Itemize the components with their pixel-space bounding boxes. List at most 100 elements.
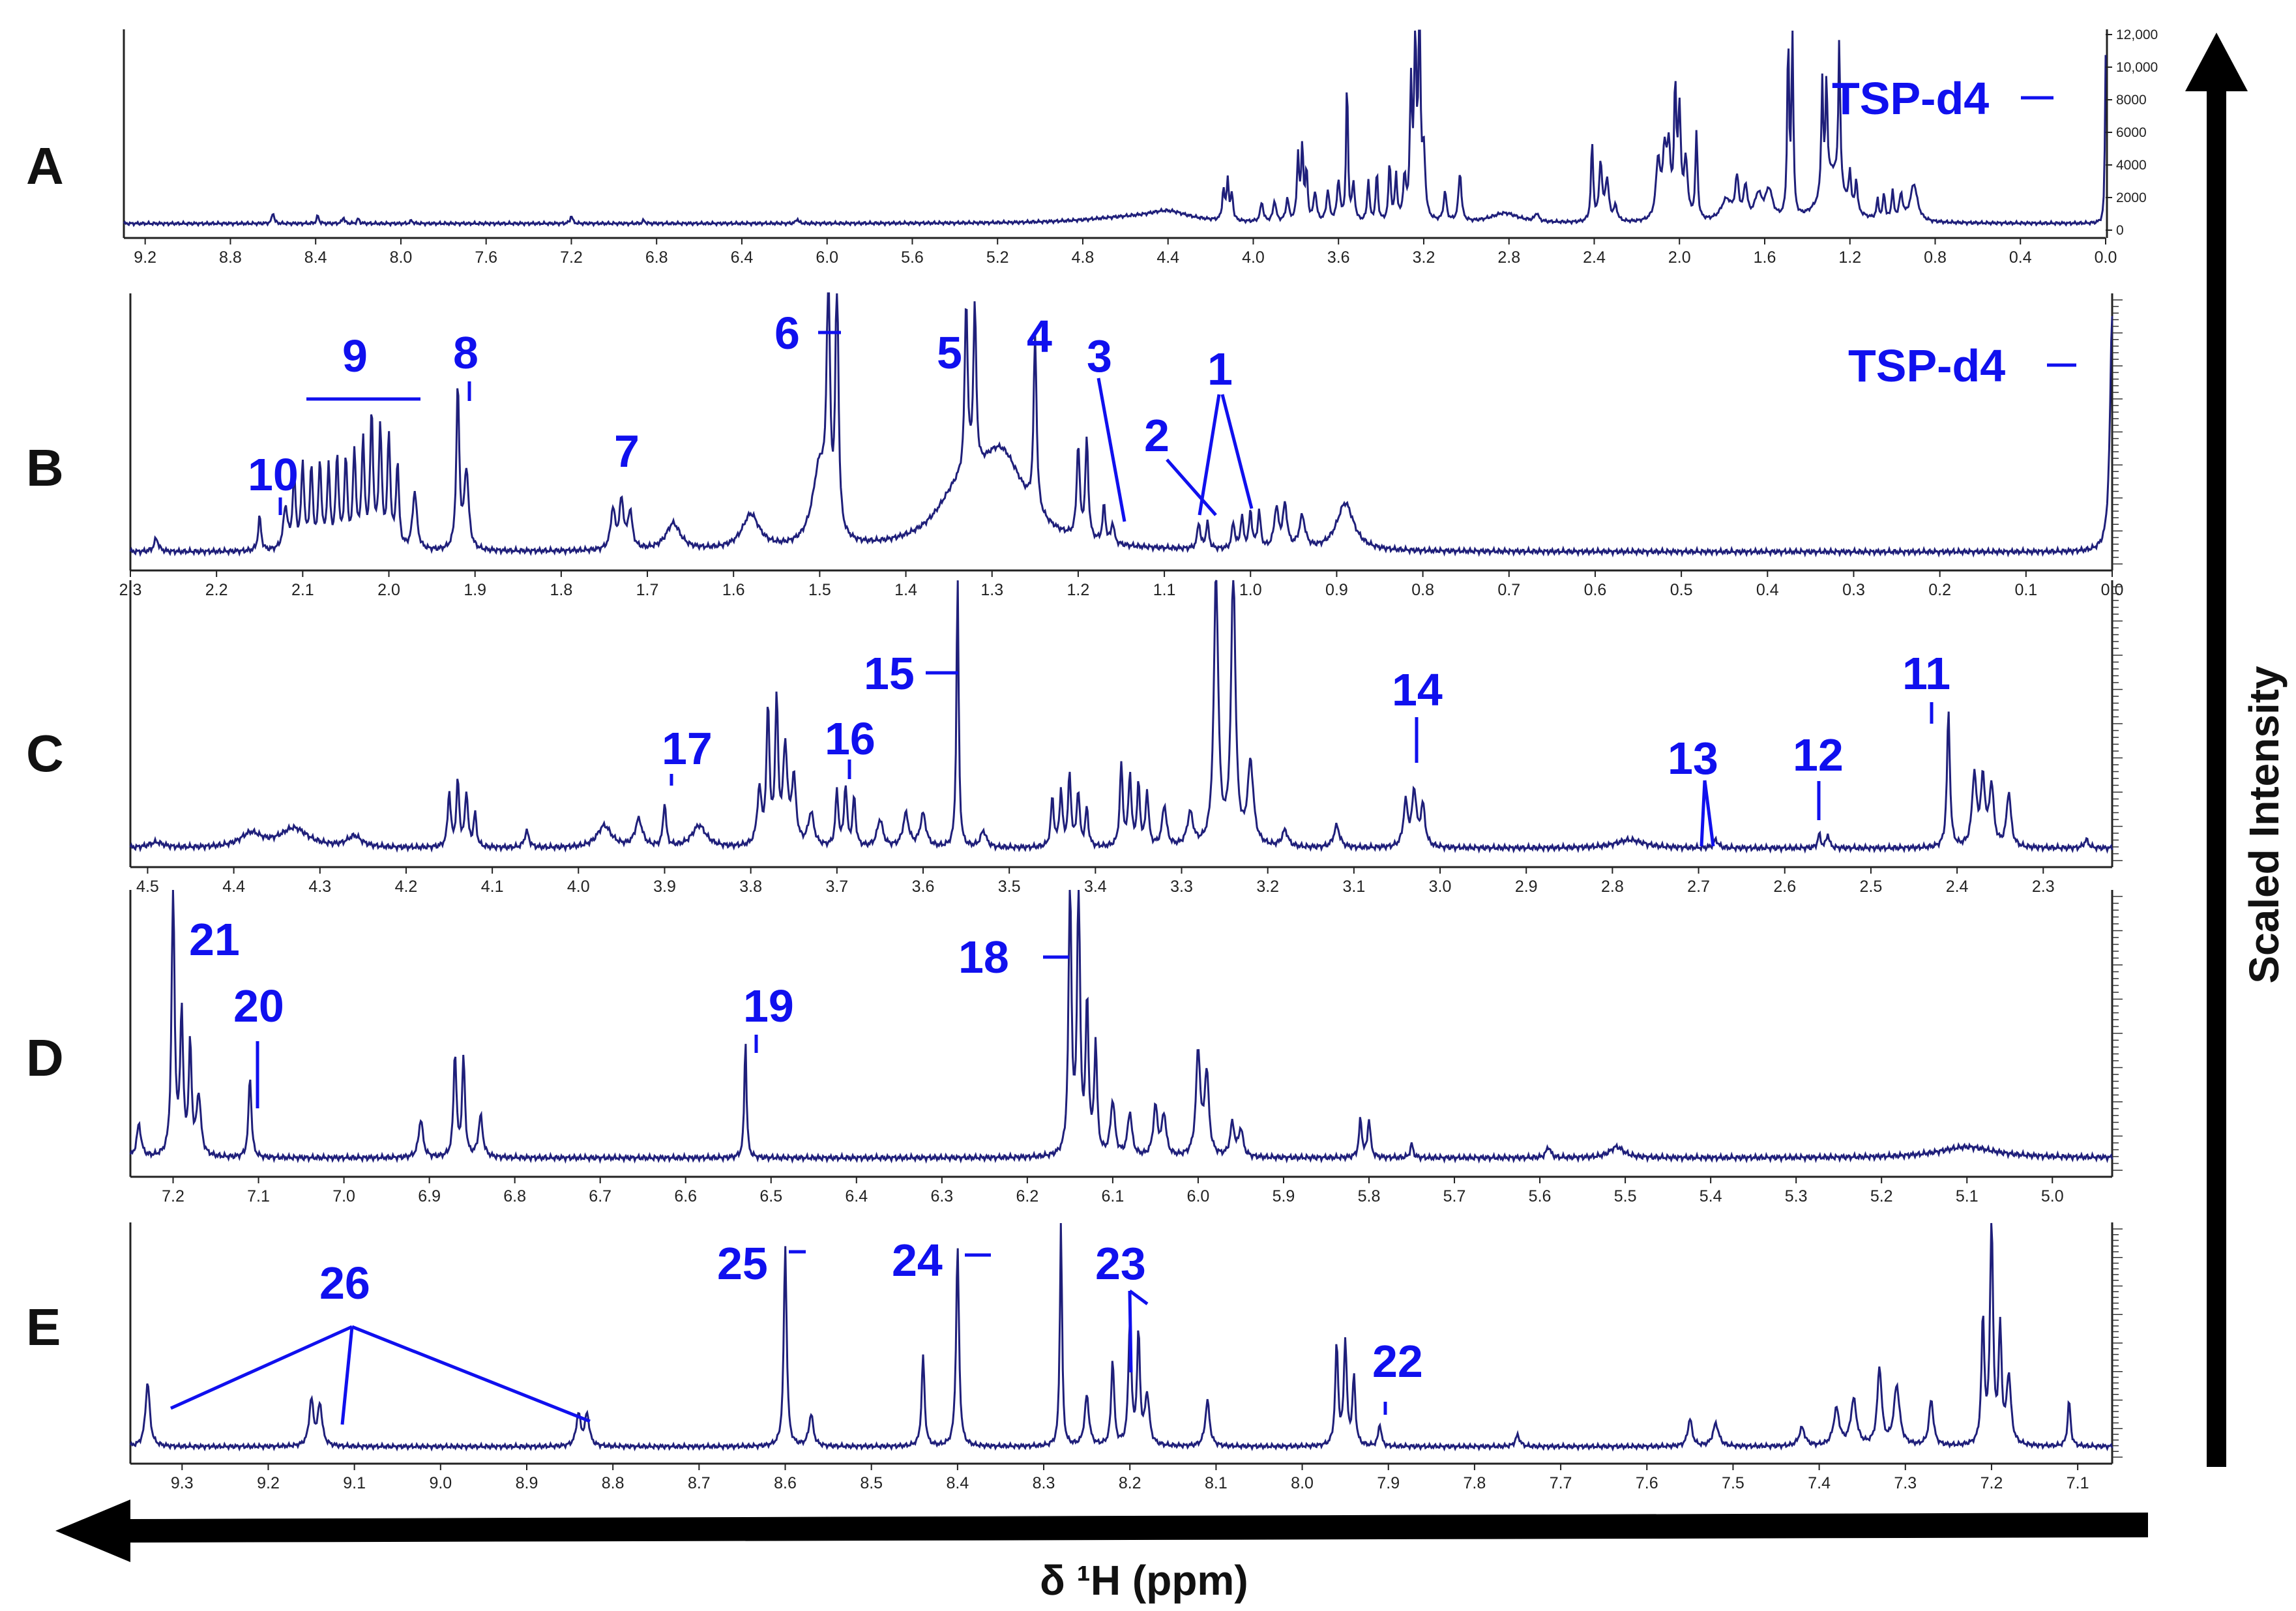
peak-label: 26 — [319, 1258, 370, 1308]
x-tick-label: 0.6 — [1584, 581, 1607, 599]
x-tick-label: 7.1 — [2067, 1474, 2089, 1492]
spectrum-line-b — [129, 292, 2113, 558]
x-tick-label: 0.7 — [1497, 581, 1520, 599]
x-tick-label: 7.2 — [1980, 1474, 2003, 1492]
peak-label: 11 — [1902, 648, 1950, 699]
x-tick-label: 1.2 — [1838, 248, 1861, 267]
panel-d: 7.2 7.1 7.0 6.9 6.8 6.7 6.6 6.5 6.4 6.3 6.2 6.1 6.0 5… — [129, 889, 2123, 1205]
x-tick-label: 5.5 — [1614, 1187, 1637, 1205]
x-tick-label: 4.1 — [481, 878, 504, 896]
peak-label: 12 — [1793, 730, 1844, 780]
x-tick-label: 7.6 — [475, 248, 497, 267]
x-tick-label: 1.3 — [980, 581, 1003, 599]
spectrum-line-a — [123, 29, 2107, 228]
spectrum-line-c — [129, 580, 2113, 854]
x-axis-ticks-c: 4.5 4.4 4.3 4.2 4.1 4.0 3.9 3.8 3.7 3.6 3.5 3.4 3.3 3… — [136, 867, 2055, 896]
x-tick-label: 9.1 — [343, 1474, 366, 1492]
y-tick-label: 4000 — [2116, 158, 2147, 173]
x-tick-label: 8.0 — [390, 248, 413, 267]
x-tick-label: 4.5 — [136, 878, 159, 896]
x-tick-label: 3.1 — [1342, 878, 1365, 896]
x-tick-label: 7.2 — [560, 248, 583, 267]
peak-label: 10 — [248, 449, 299, 500]
x-tick-label: 2.1 — [291, 581, 314, 599]
x-tick-label: 0.4 — [2009, 248, 2032, 267]
x-tick-label: 2.8 — [1497, 248, 1520, 267]
peak-annotations-e: 26 25 24 23 22 — [169, 1235, 1423, 1425]
x-tick-label: 3.6 — [1327, 248, 1350, 267]
y-axis-ticks-e — [2112, 1228, 2123, 1458]
y-tick-label: 8000 — [2116, 93, 2147, 108]
x-tick-label: 1.5 — [808, 581, 831, 599]
x-tick-label: 2.8 — [1601, 878, 1624, 896]
x-tick-label: 6.6 — [674, 1187, 697, 1205]
x-tick-label: 6.2 — [1016, 1187, 1038, 1205]
panel-label-a: A — [26, 137, 64, 195]
x-tick-label: 3.0 — [1429, 878, 1452, 896]
x-tick-label: 3.3 — [1170, 878, 1193, 896]
x-tick-label: 1.2 — [1067, 581, 1090, 599]
x-tick-label: 0.4 — [1756, 581, 1779, 599]
y-tick-label: 6000 — [2116, 125, 2147, 140]
x-tick-label: 5.8 — [1358, 1187, 1381, 1205]
x-tick-label: 7.7 — [1550, 1474, 1572, 1492]
panel-label-c: C — [26, 724, 64, 782]
y-tick-label: 0 — [2116, 223, 2124, 238]
x-tick-label: 2.5 — [1860, 878, 1883, 896]
x-tick-label: 8.5 — [860, 1474, 883, 1492]
x-tick-label: 3.4 — [1084, 878, 1107, 896]
panel-a: 9.2 8.8 8.4 8.0 7.6 7.2 6.8 6.4 6.0 5.6 5.2 4.8 4.4 4… — [123, 27, 2158, 267]
x-tick-label: 3.7 — [825, 878, 848, 896]
x-tick-label: 6.1 — [1102, 1187, 1125, 1205]
x-tick-label: 5.1 — [1956, 1187, 1979, 1205]
x-tick-label: 9.0 — [429, 1474, 452, 1492]
x-tick-label: 4.4 — [1156, 248, 1179, 267]
x-tick-label: 5.9 — [1273, 1187, 1295, 1205]
x-axis-ticks-e: 9.3 9.2 9.1 9.0 8.9 8.8 8.7 8.6 8.5 8.4 8.3 8.2 8.1 8… — [171, 1464, 2089, 1492]
peak-label: 7 — [614, 426, 640, 477]
x-tick-label: 2.0 — [377, 581, 400, 599]
x-tick-label: 3.5 — [998, 878, 1021, 896]
x-axis-title: δ ¹H (ppm) — [1040, 1557, 1248, 1604]
x-tick-label: 3.6 — [912, 878, 935, 896]
y-axis-title: Scaled Intensity — [2241, 666, 2288, 984]
y-tick-label: 12,000 — [2116, 27, 2158, 42]
x-axis-ticks-d: 7.2 7.1 7.0 6.9 6.8 6.7 6.6 6.5 6.4 6.3 6.2 6.1 6.0 5… — [162, 1177, 2064, 1205]
panel-b: 2.3 2.2 2.1 2.0 1.9 1.8 1.7 1.6 1.5 1.4 1.3 1.2 1.1 1… — [119, 292, 2123, 599]
x-tick-label: 1.7 — [636, 581, 659, 599]
x-tick-label: 7.5 — [1722, 1474, 1744, 1492]
x-tick-label: 0.8 — [1411, 581, 1434, 599]
x-tick-label: 1.1 — [1153, 581, 1176, 599]
peak-label: 3 — [1087, 331, 1112, 381]
x-tick-label: 2.4 — [1946, 878, 1969, 896]
x-tick-label: 8.4 — [304, 248, 327, 267]
x-tick-label: 5.6 — [901, 248, 924, 267]
x-tick-label: 2.3 — [2032, 878, 2055, 896]
x-tick-label: 6.3 — [930, 1187, 953, 1205]
x-tick-label: 8.0 — [1291, 1474, 1314, 1492]
x-tick-label: 8.8 — [602, 1474, 625, 1492]
x-tick-label: 6.7 — [589, 1187, 611, 1205]
peak-label: 4 — [1027, 311, 1052, 362]
x-tick-label: 2.7 — [1687, 878, 1710, 896]
x-tick-label: 7.8 — [1464, 1474, 1486, 1492]
x-tick-label: 5.4 — [1700, 1187, 1722, 1205]
peak-label: 20 — [233, 981, 284, 1031]
spectrum-line-e — [129, 1222, 2113, 1452]
peak-label: TSP-d4 — [1832, 73, 1989, 124]
x-tick-label: 1.6 — [1754, 248, 1776, 267]
x-tick-label: 5.2 — [1870, 1187, 1893, 1205]
x-tick-label: 3.2 — [1256, 878, 1279, 896]
x-tick-label: 9.2 — [134, 248, 156, 267]
x-tick-label: 5.3 — [1785, 1187, 1808, 1205]
x-tick-label: 5.7 — [1443, 1187, 1466, 1205]
x-tick-label: 0.3 — [1842, 581, 1865, 599]
peak-annotations-a: TSP-d4 — [1832, 73, 2053, 124]
x-tick-label: 4.2 — [395, 878, 418, 896]
y-axis-arrow — [2185, 33, 2248, 1467]
x-tick-label: 8.9 — [516, 1474, 538, 1492]
peak-label: 6 — [774, 308, 800, 359]
y-tick-label: 10,000 — [2116, 60, 2158, 75]
x-tick-label: 8.6 — [774, 1474, 797, 1492]
